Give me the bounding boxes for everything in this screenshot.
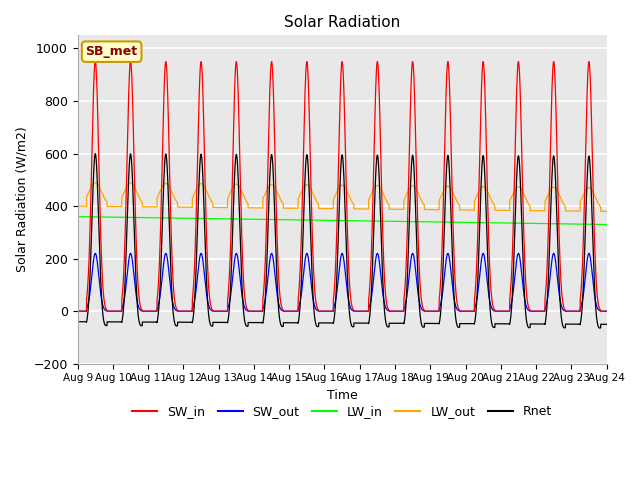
X-axis label: Time: Time [327, 389, 358, 402]
SW_out [602, 308, 609, 314]
SW_in [602, 308, 609, 314]
SW_in [412, 117, 419, 123]
Rnet [595, 325, 603, 331]
Y-axis label: Solar Radiation (W/m2): Solar Radiation (W/m2) [15, 127, 28, 273]
LW_in [412, 219, 419, 225]
Rnet [92, 151, 99, 156]
Rnet [312, 320, 319, 325]
LW_in [74, 214, 81, 219]
Rnet [596, 325, 604, 331]
SW_out [603, 308, 611, 314]
Rnet [603, 322, 611, 327]
SW_out [533, 308, 541, 314]
Rnet [548, 174, 556, 180]
Rnet [74, 319, 81, 324]
Line: LW_out: LW_out [77, 182, 607, 211]
LW_out [602, 208, 609, 214]
LW_in [312, 217, 319, 223]
SW_out [312, 305, 319, 311]
LW_out [595, 202, 603, 208]
LW_in [602, 222, 609, 228]
LW_out [603, 208, 611, 214]
LW_in [533, 221, 541, 227]
Legend: SW_in, SW_out, LW_in, LW_out, Rnet: SW_in, SW_out, LW_in, LW_out, Rnet [127, 400, 557, 423]
SW_in [74, 308, 81, 314]
Rnet [533, 321, 541, 327]
SW_out [412, 264, 419, 270]
SW_out [595, 308, 603, 313]
Rnet [602, 322, 609, 327]
LW_out [92, 180, 99, 185]
SW_in [92, 59, 99, 64]
LW_in [603, 222, 611, 228]
LW_out [533, 208, 541, 214]
LW_out [548, 185, 556, 191]
LW_out [74, 203, 81, 209]
Line: SW_out: SW_out [77, 253, 607, 311]
SW_in [548, 87, 556, 93]
SW_in [603, 308, 611, 314]
Title: Solar Radiation: Solar Radiation [284, 15, 400, 30]
SW_in [595, 305, 603, 311]
Line: SW_in: SW_in [77, 61, 607, 311]
LW_out [312, 196, 319, 202]
SW_out [92, 251, 99, 256]
Line: LW_in: LW_in [77, 216, 607, 225]
LW_out [412, 185, 419, 191]
SW_out [74, 308, 81, 314]
SW_in [312, 296, 319, 301]
SW_in [533, 308, 541, 314]
Line: Rnet: Rnet [77, 154, 607, 328]
Text: SB_met: SB_met [86, 45, 138, 58]
LW_in [548, 221, 556, 227]
Rnet [412, 195, 419, 201]
LW_in [595, 221, 603, 227]
SW_out [548, 257, 556, 263]
